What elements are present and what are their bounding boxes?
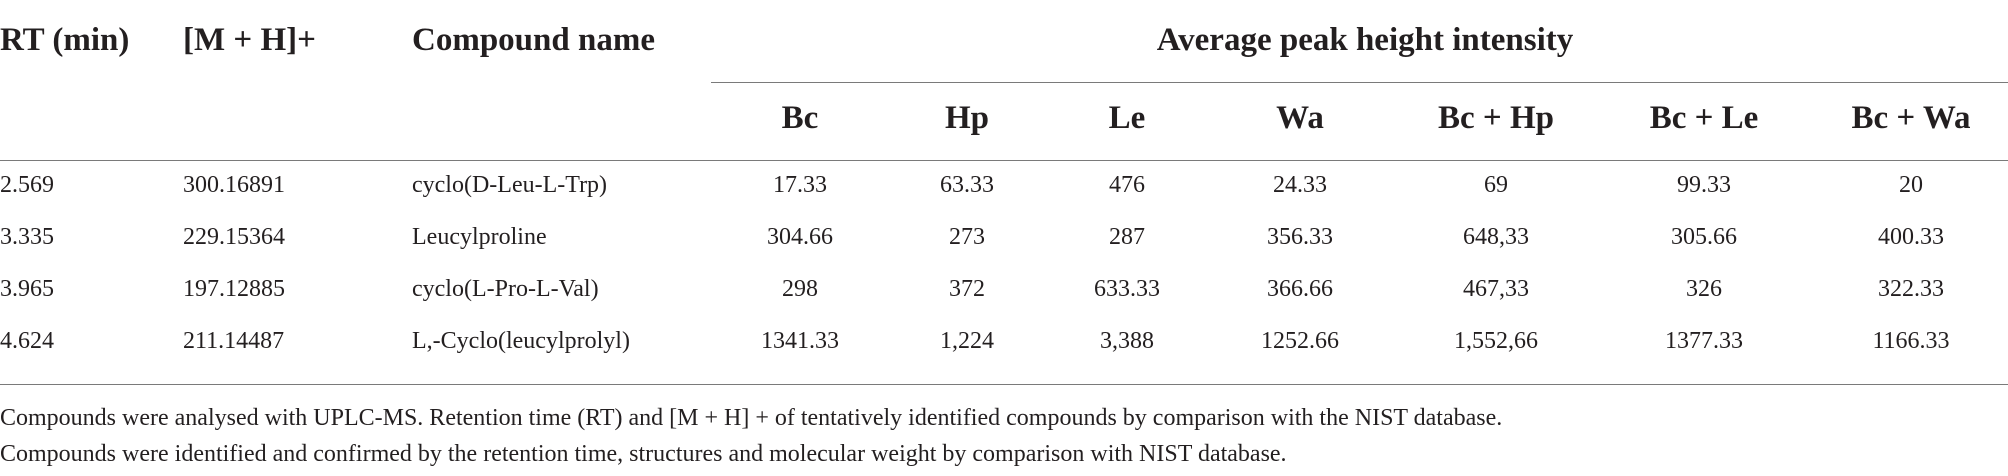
- table-cell: 24.33: [1273, 172, 1327, 198]
- table-cell: 69: [1484, 172, 1508, 198]
- column-subheader: Bc + Hp: [1438, 100, 1554, 136]
- table-cell: 211.14487: [183, 328, 285, 354]
- header-rule: [0, 160, 2008, 161]
- table-cell: 2.569: [0, 172, 54, 198]
- table-cell: 63.33: [940, 172, 994, 198]
- table-cell: 467,33: [1463, 276, 1529, 302]
- column-header: RT (min): [0, 22, 130, 58]
- table-cell: 1341.33: [761, 328, 839, 354]
- table-cell: 3,388: [1100, 328, 1154, 354]
- table-cell: 476: [1109, 172, 1145, 198]
- table-cell: cyclo(D-Leu-L-Trp): [412, 172, 608, 198]
- table-cell: 1252.66: [1261, 328, 1339, 354]
- table-cell: 322.33: [1878, 276, 1944, 302]
- group-header: Average peak height intensity: [1156, 22, 1574, 58]
- table-cell: 326: [1686, 276, 1722, 302]
- table-cell: 633.33: [1094, 276, 1160, 302]
- column-subheader: Bc + Le: [1649, 100, 1759, 136]
- table-cell: 197.12885: [183, 276, 285, 302]
- table-cell: 99.33: [1677, 172, 1731, 198]
- table-cell: 298: [782, 276, 818, 302]
- table-cell: 1,224: [940, 328, 994, 354]
- table-cell: 1166.33: [1872, 328, 1950, 354]
- table-cell: 300.16891: [183, 172, 285, 198]
- group-rule: [711, 82, 2008, 83]
- table-cell: 304.66: [767, 224, 833, 250]
- table-cell: 1,552,66: [1454, 328, 1538, 354]
- table-cell: Leucylproline: [412, 224, 547, 250]
- column-header: [M + H]+: [183, 22, 316, 58]
- table-cell: 372: [949, 276, 985, 302]
- table-cell: 3.335: [0, 224, 54, 250]
- footnote: Compounds were identified and confirmed …: [0, 441, 1287, 467]
- bottom-rule: [0, 384, 2008, 385]
- column-header: Compound name: [412, 22, 655, 58]
- table-cell: 1377.33: [1665, 328, 1743, 354]
- table-cell: 4.624: [0, 328, 54, 354]
- table-cell: 305.66: [1671, 224, 1737, 250]
- table-cell: 20: [1899, 172, 1923, 198]
- table-cell: 400.33: [1878, 224, 1944, 250]
- table-cell: 273: [949, 224, 985, 250]
- table-cell: 366.66: [1267, 276, 1333, 302]
- table-cell: L,-Cyclo(leucylprolyl): [412, 328, 630, 354]
- table-cell: 3.965: [0, 276, 54, 302]
- table-cell: 287: [1109, 224, 1145, 250]
- column-subheader: Wa: [1276, 100, 1324, 136]
- column-subheader: Bc: [781, 100, 819, 136]
- table-cell: 356.33: [1267, 224, 1333, 250]
- column-subheader: Le: [1108, 100, 1146, 136]
- footnote: Compounds were analysed with UPLC-MS. Re…: [0, 405, 1503, 431]
- table-cell: 648,33: [1463, 224, 1529, 250]
- column-subheader: Bc + Wa: [1851, 100, 1971, 136]
- column-subheader: Hp: [944, 100, 990, 136]
- table-cell: cyclo(L-Pro-L-Val): [412, 276, 599, 302]
- table-cell: 229.15364: [183, 224, 285, 250]
- table-cell: 17.33: [773, 172, 827, 198]
